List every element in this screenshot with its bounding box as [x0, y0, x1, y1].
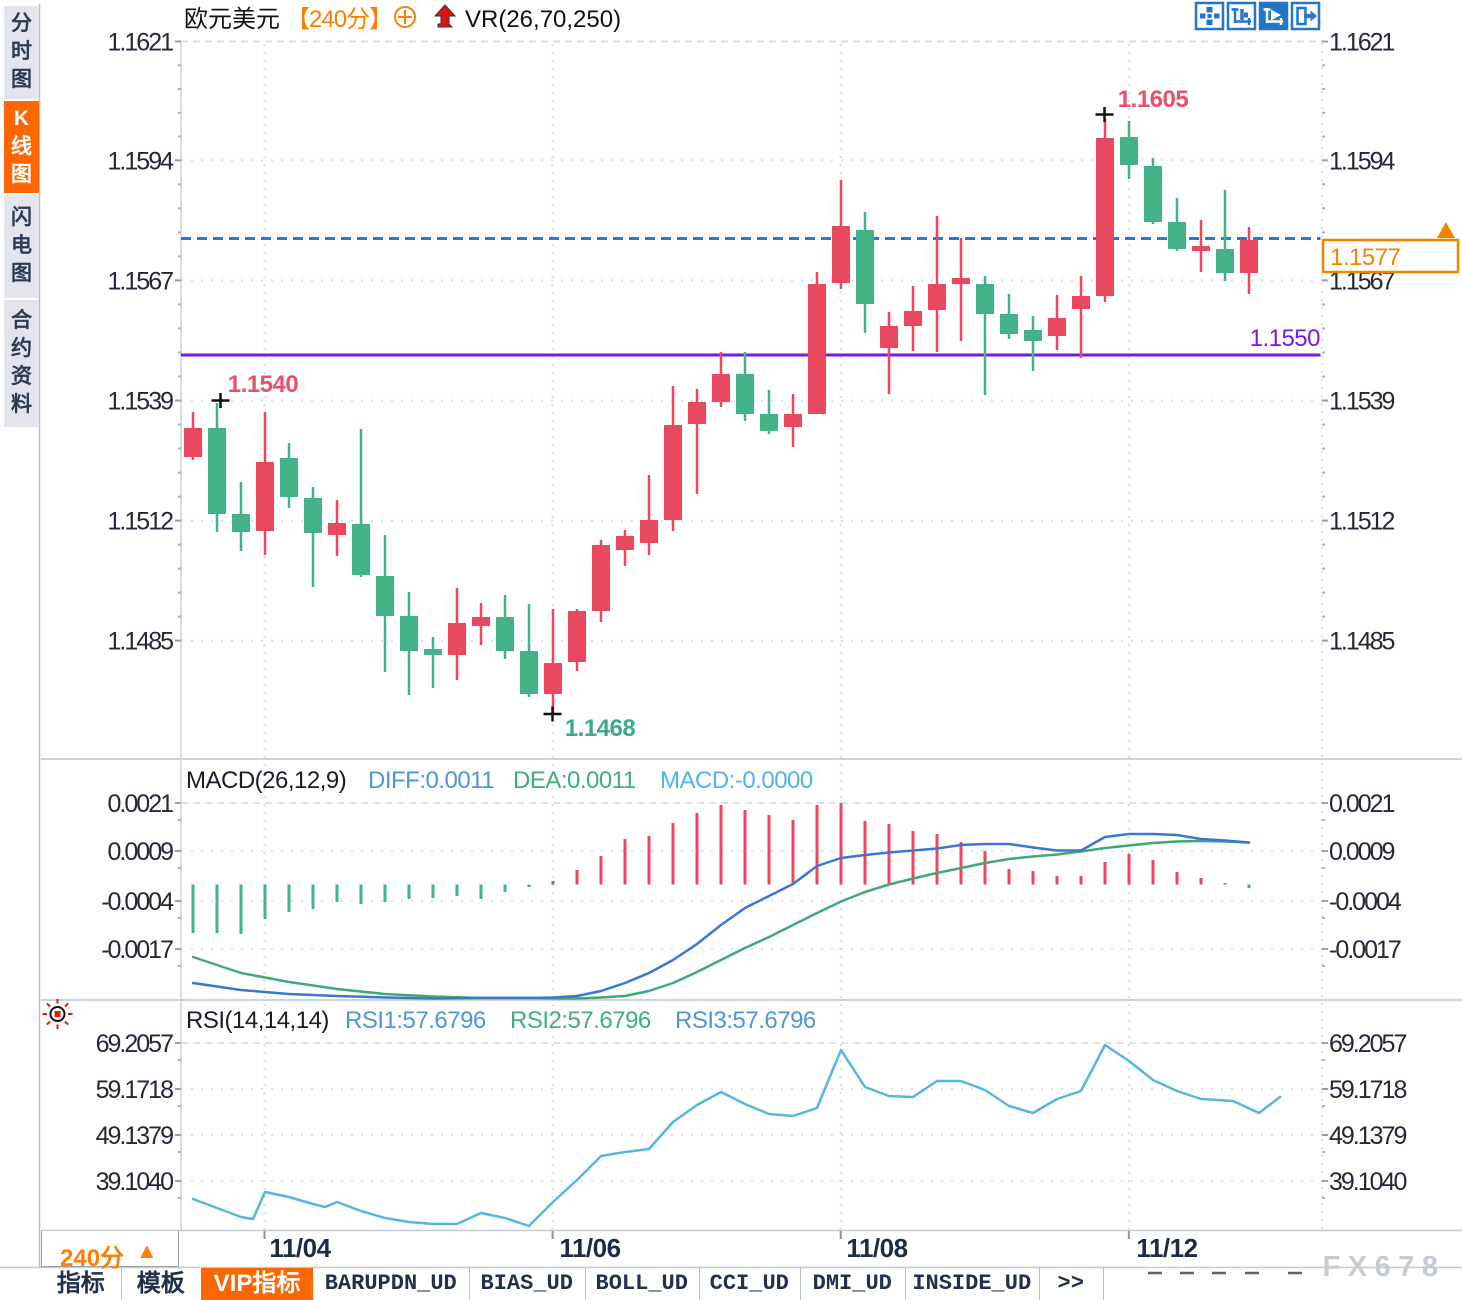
svg-text:39.1040: 39.1040 — [1329, 1168, 1406, 1196]
svg-text:1.1577: 1.1577 — [1330, 244, 1401, 271]
svg-text:0.0009: 0.0009 — [1329, 838, 1395, 866]
svg-text:RSI2:57.6796: RSI2:57.6796 — [510, 1007, 651, 1034]
svg-text:1.1468: 1.1468 — [565, 715, 636, 742]
svg-text:1.1605: 1.1605 — [1118, 86, 1189, 113]
svg-text:1.1512: 1.1512 — [1329, 508, 1395, 536]
svg-text:-0.0017: -0.0017 — [101, 936, 173, 964]
svg-text:DEA:0.0011: DEA:0.0011 — [513, 767, 636, 794]
svg-text:RSI3:57.6796: RSI3:57.6796 — [675, 1007, 816, 1034]
svg-text:1.1540: 1.1540 — [228, 371, 299, 398]
svg-text:1.1485: 1.1485 — [108, 628, 174, 656]
svg-text:【240分】: 【240分】 — [286, 6, 392, 33]
svg-text:-0.0017: -0.0017 — [1329, 936, 1401, 964]
svg-text:11/08: 11/08 — [846, 1233, 907, 1263]
svg-text:1.1594: 1.1594 — [108, 147, 175, 175]
svg-text:MACD:-0.0000: MACD:-0.0000 — [660, 767, 813, 794]
svg-text:0.0021: 0.0021 — [1329, 790, 1395, 818]
svg-text:欧元美元: 欧元美元 — [184, 6, 280, 33]
svg-text:1.1550: 1.1550 — [1250, 325, 1321, 352]
svg-text:49.1379: 49.1379 — [1329, 1122, 1406, 1150]
svg-text:0.0009: 0.0009 — [108, 838, 174, 866]
svg-text:DIFF:0.0011: DIFF:0.0011 — [368, 767, 494, 794]
svg-text:69.2057: 69.2057 — [1329, 1030, 1406, 1058]
svg-text:-0.0004: -0.0004 — [1329, 888, 1402, 916]
svg-text:VR(26,70,250): VR(26,70,250) — [465, 6, 621, 33]
svg-text:1.1539: 1.1539 — [1329, 388, 1395, 416]
svg-text:49.1379: 49.1379 — [96, 1122, 173, 1150]
svg-text:-0.0004: -0.0004 — [101, 888, 174, 916]
svg-text:0.0021: 0.0021 — [108, 790, 174, 818]
svg-text:RSI(14,14,14): RSI(14,14,14) — [186, 1007, 329, 1034]
svg-text:1.1594: 1.1594 — [1329, 147, 1396, 175]
svg-text:RSI1:57.6796: RSI1:57.6796 — [345, 1007, 486, 1034]
svg-text:1.1567: 1.1567 — [108, 267, 174, 295]
svg-text:39.1040: 39.1040 — [96, 1168, 173, 1196]
svg-text:69.2057: 69.2057 — [96, 1030, 173, 1058]
svg-text:FX678: FX678 — [1323, 1251, 1446, 1283]
svg-text:11/06: 11/06 — [559, 1233, 620, 1263]
svg-text:1.1621: 1.1621 — [108, 29, 174, 57]
svg-text:59.1718: 59.1718 — [1329, 1076, 1406, 1104]
svg-text:1.1539: 1.1539 — [108, 388, 174, 416]
svg-text:11/12: 11/12 — [1136, 1233, 1197, 1263]
svg-text:MACD(26,12,9): MACD(26,12,9) — [186, 767, 346, 794]
svg-text:59.1718: 59.1718 — [96, 1076, 173, 1104]
svg-text:1.1621: 1.1621 — [1329, 29, 1395, 57]
svg-text:1.1512: 1.1512 — [108, 508, 174, 536]
svg-text:11/04: 11/04 — [269, 1233, 331, 1263]
svg-text:1.1485: 1.1485 — [1329, 628, 1395, 656]
